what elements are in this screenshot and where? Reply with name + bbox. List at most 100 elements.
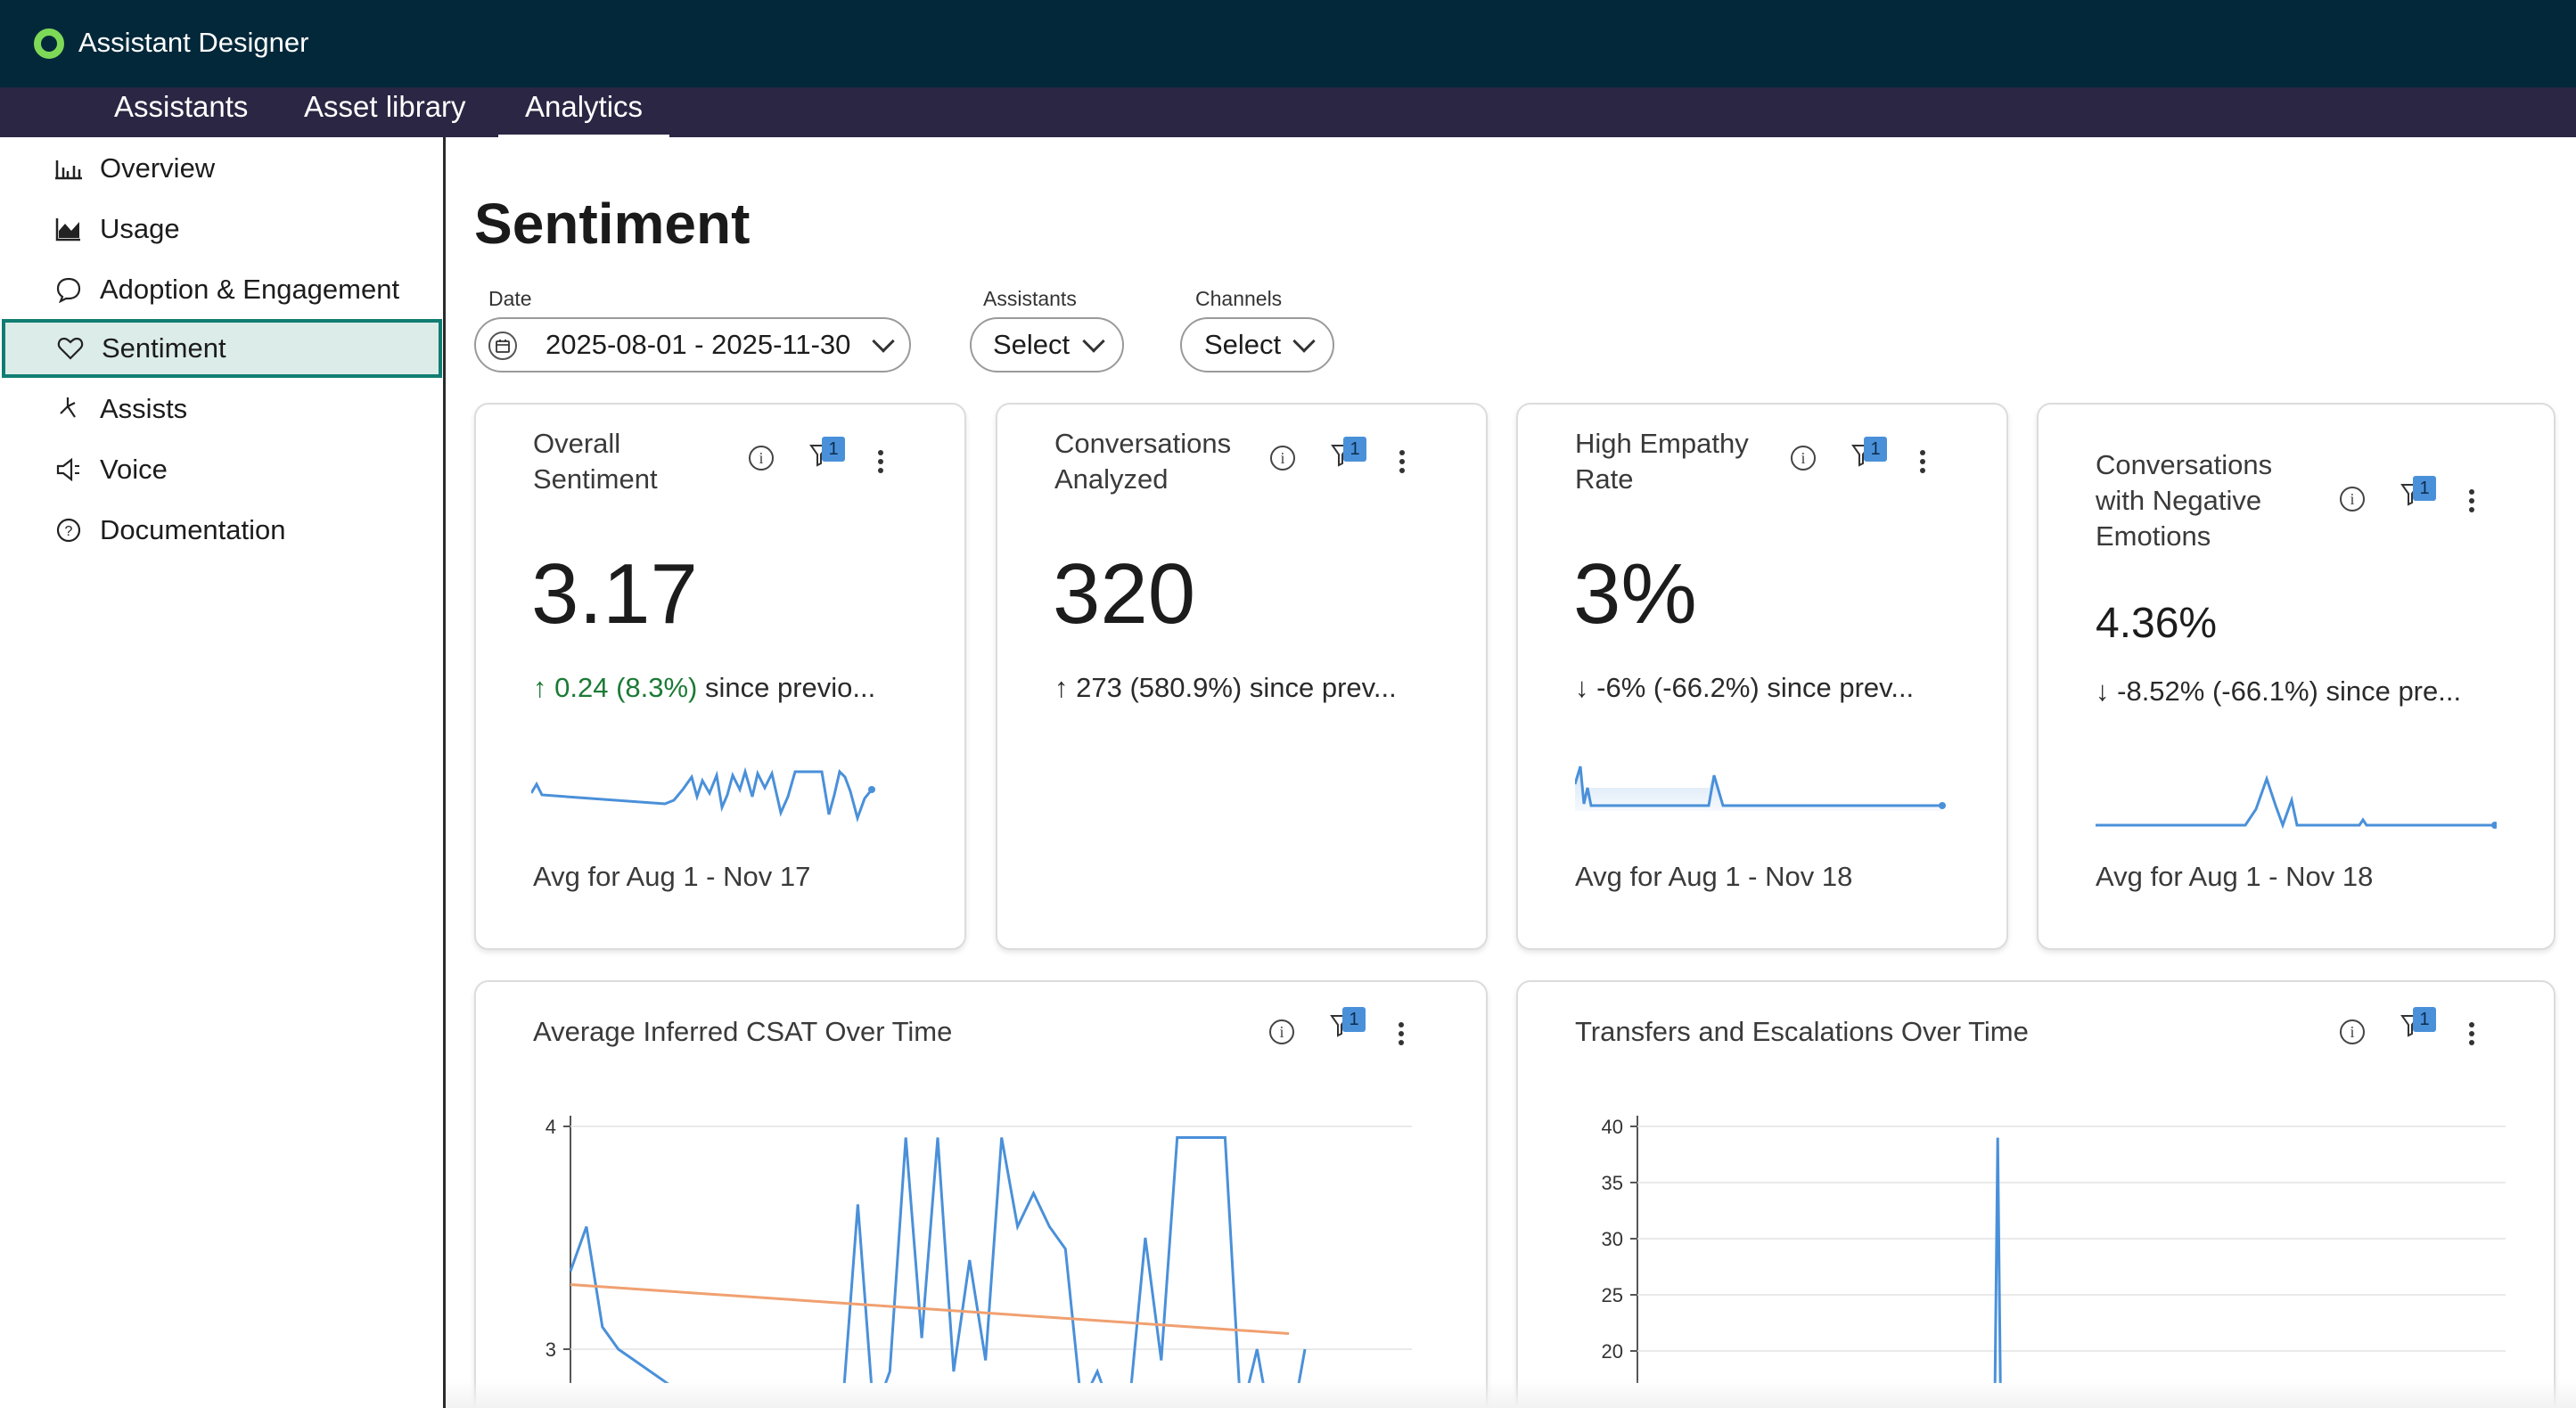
negative-emotions-card: Conversations with Negative Emotions i 1… (2037, 403, 2555, 950)
app-logo-icon (34, 29, 64, 59)
card-title-line: Emotions (2096, 520, 2211, 552)
scroll-fade (446, 1379, 2576, 1408)
info-icon[interactable]: i (2340, 1019, 2365, 1044)
assistants-select-value: Select (993, 329, 1071, 360)
area-chart-icon (53, 214, 84, 244)
more-options-icon[interactable] (1393, 446, 1411, 478)
filter-count-badge: 1 (1342, 1007, 1366, 1032)
info-icon[interactable]: i (2340, 487, 2365, 512)
arrow-up-icon: ↑ (1054, 672, 1069, 703)
heart-icon (55, 333, 86, 364)
chart-title: Transfers and Escalations Over Time (1575, 1016, 2029, 1047)
help-circle-icon: ? (53, 515, 84, 545)
filter-icon[interactable]: 1 (1851, 437, 1887, 472)
info-icon[interactable]: i (1791, 446, 1816, 471)
sidebar-item-sentiment[interactable]: Sentiment (2, 319, 442, 378)
filter-icon[interactable]: 1 (2400, 1007, 2436, 1043)
date-filter-label: Date (488, 287, 532, 310)
filter-icon[interactable]: 1 (1330, 1007, 1366, 1043)
high-empathy-rate-value: 3% (1573, 546, 1697, 642)
more-options-icon[interactable] (1914, 446, 1932, 478)
sidebar: Overview Usage Adoption & Engagement Sen… (0, 137, 446, 1408)
info-icon[interactable]: i (1270, 446, 1295, 471)
negative-emotions-sparkline (2096, 774, 2497, 830)
card-title-line: Conversations (1054, 428, 1232, 459)
csat-series-line (569, 1136, 1307, 1383)
sidebar-item-voice[interactable]: Voice (0, 440, 444, 499)
card-footer: Avg for Aug 1 - Nov 17 (533, 861, 811, 892)
change-indicator: ↓ -8.52% (-66.1%) since pre... (2096, 675, 2461, 708)
card-title-line: High Empathy (1575, 428, 1749, 459)
chevron-down-icon (872, 330, 895, 353)
sidebar-item-label: Documentation (100, 514, 286, 545)
card-title-line: Conversations (2096, 449, 2273, 480)
tab-asset-library[interactable]: Asset library (304, 90, 466, 123)
change-value: 0.24 (8.3%) (554, 672, 698, 703)
sidebar-item-usage[interactable]: Usage (0, 200, 444, 258)
sidebar-item-documentation[interactable]: ? Documentation (0, 501, 444, 560)
card-title: Conversations Analyzed (1054, 426, 1231, 497)
change-value: 273 (580.9%) (1076, 672, 1243, 703)
channels-select[interactable]: Select (1180, 317, 1334, 372)
sentiment-sparkline (531, 766, 875, 823)
card-title: Conversations with Negative Emotions (2096, 447, 2272, 554)
filter-icon[interactable]: 1 (2400, 476, 2436, 512)
chevron-down-icon (1082, 330, 1105, 353)
sidebar-item-label: Overview (100, 152, 216, 184)
calendar-icon (488, 332, 517, 360)
sidebar-item-assists[interactable]: Assists (0, 380, 444, 438)
more-options-icon[interactable] (872, 446, 890, 478)
card-title-line: Sentiment (533, 463, 658, 495)
conversations-analyzed-value: 320 (1053, 546, 1196, 642)
info-icon[interactable]: i (1269, 1019, 1294, 1044)
filter-count-badge: 1 (1343, 437, 1366, 462)
sidebar-item-label: Usage (100, 213, 180, 244)
sidebar-item-label: Assists (100, 393, 188, 424)
empathy-sparkline (1575, 765, 1946, 811)
more-options-icon[interactable] (2463, 485, 2481, 517)
chat-bubble-icon (53, 274, 84, 305)
info-icon[interactable]: i (749, 446, 774, 471)
change-label: since previo... (697, 672, 876, 703)
app-title: Assistant Designer (78, 27, 309, 58)
arrow-down-icon: ↓ (1575, 672, 1589, 703)
y-tick-label: 40 (1602, 1116, 1623, 1138)
sidebar-item-label: Sentiment (102, 332, 226, 364)
sidebar-item-overview[interactable]: Overview (0, 139, 444, 198)
y-tick-label: 20 (1602, 1340, 1623, 1363)
svg-text:?: ? (65, 524, 73, 539)
main-tabs: Assistants Asset library Analytics (0, 87, 2576, 137)
filter-icon[interactable]: 1 (1331, 437, 1366, 472)
top-bar: Assistant Designer (0, 0, 2576, 87)
date-range-value: 2025-08-01 - 2025-11-30 (546, 329, 851, 360)
chevron-down-icon (1292, 330, 1316, 353)
more-options-icon[interactable] (2463, 1018, 2481, 1050)
filter-icon[interactable]: 1 (809, 437, 845, 472)
sidebar-item-label: Voice (100, 454, 168, 485)
date-range-picker[interactable]: 2025-08-01 - 2025-11-30 (474, 317, 911, 372)
change-indicator: ↓ -6% (-66.2%) since prev... (1575, 672, 1914, 704)
tab-analytics[interactable]: Analytics (497, 87, 670, 137)
change-value: -8.52% (-66.1%) (2117, 675, 2318, 707)
assistants-select[interactable]: Select (970, 317, 1124, 372)
chart-title: Average Inferred CSAT Over Time (533, 1016, 953, 1047)
y-tick-label: 30 (1602, 1228, 1623, 1250)
sidebar-item-adoption[interactable]: Adoption & Engagement (0, 260, 444, 319)
card-title: High Empathy Rate (1575, 426, 1749, 497)
tab-assistants[interactable]: Assistants (114, 90, 249, 123)
change-indicator: ↑ 0.24 (8.3%) since previo... (533, 672, 875, 704)
card-title-line: with Negative (2096, 485, 2262, 516)
channels-filter-label: Channels (1195, 287, 1283, 310)
card-footer: Avg for Aug 1 - Nov 18 (1575, 861, 1853, 892)
conversations-analyzed-card: Conversations Analyzed i 1 320 ↑ 273 (58… (996, 403, 1488, 950)
more-options-icon[interactable] (1392, 1018, 1410, 1050)
filter-count-badge: 1 (1864, 437, 1887, 462)
filter-count-badge: 1 (2413, 476, 2436, 501)
arrow-up-icon: ↑ (533, 672, 547, 703)
change-value: -6% (-66.2%) (1596, 672, 1760, 703)
overall-sentiment-card: Overall Sentiment i 1 3.17 ↑ 0.24 (8.3%)… (474, 403, 966, 950)
overall-sentiment-value: 3.17 (531, 546, 698, 642)
change-label: since prev... (1242, 672, 1397, 703)
card-title: Overall Sentiment (533, 426, 658, 497)
